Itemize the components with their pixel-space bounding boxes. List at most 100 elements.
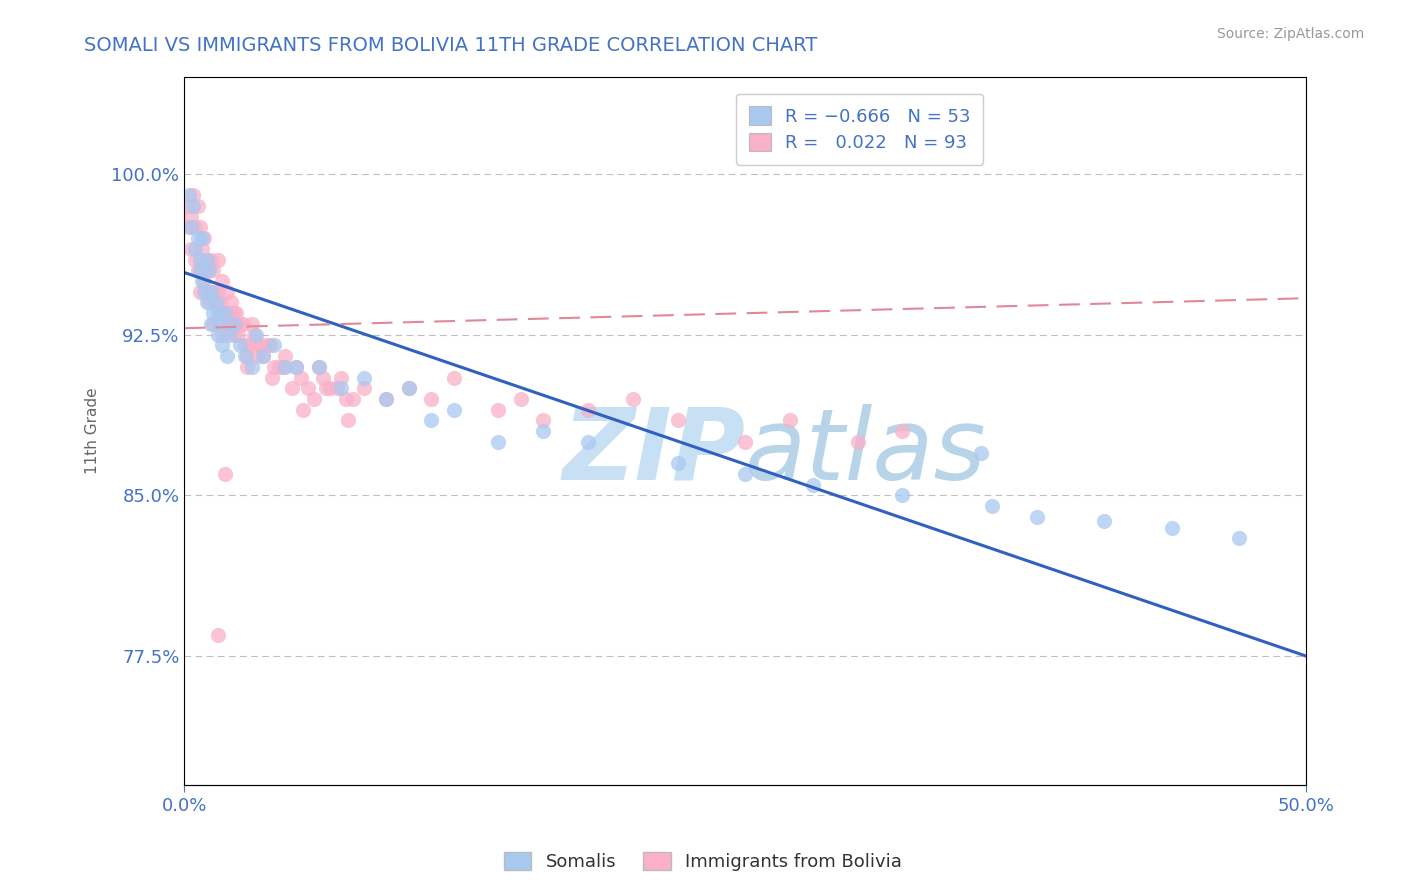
Point — [191, 274, 214, 288]
Point — [271, 359, 294, 374]
Point — [198, 263, 221, 277]
Point — [240, 359, 263, 374]
Point — [188, 285, 211, 299]
Point — [891, 424, 914, 438]
Point — [256, 338, 278, 352]
Point — [193, 285, 215, 299]
Point — [215, 349, 238, 363]
Point — [267, 359, 290, 374]
Point — [229, 338, 252, 352]
Point — [233, 338, 256, 352]
Point — [420, 413, 443, 427]
Point — [420, 392, 443, 406]
Point — [184, 242, 207, 256]
Point — [621, 392, 644, 406]
Point — [801, 477, 824, 491]
Point — [225, 317, 247, 331]
Point — [240, 317, 263, 331]
Point — [177, 220, 200, 235]
Point — [274, 359, 297, 374]
Point — [243, 327, 266, 342]
Point — [204, 295, 226, 310]
Point — [312, 370, 335, 384]
Point — [353, 381, 375, 395]
Point — [509, 392, 531, 406]
Point — [970, 445, 993, 459]
Point — [214, 306, 236, 320]
Point — [176, 199, 198, 213]
Point — [209, 306, 232, 320]
Legend: Somalis, Immigrants from Bolivia: Somalis, Immigrants from Bolivia — [496, 845, 910, 879]
Point — [1026, 509, 1049, 524]
Point — [215, 317, 238, 331]
Point — [252, 349, 274, 363]
Point — [290, 370, 312, 384]
Point — [195, 285, 218, 299]
Point — [263, 359, 285, 374]
Point — [225, 306, 247, 320]
Point — [232, 317, 254, 331]
Point — [187, 263, 209, 277]
Point — [488, 434, 510, 449]
Text: SOMALI VS IMMIGRANTS FROM BOLIVIA 11TH GRADE CORRELATION CHART: SOMALI VS IMMIGRANTS FROM BOLIVIA 11TH G… — [84, 36, 818, 54]
Point — [184, 252, 207, 267]
Point — [247, 349, 270, 363]
Point — [188, 263, 211, 277]
Point — [202, 317, 225, 331]
Point — [215, 285, 238, 299]
Point — [195, 295, 218, 310]
Point — [181, 199, 204, 213]
Point — [207, 285, 229, 299]
Point — [330, 370, 353, 384]
Text: atlas: atlas — [745, 404, 987, 500]
Point — [353, 370, 375, 384]
Point — [281, 381, 304, 395]
Point — [335, 392, 357, 406]
Point — [211, 327, 233, 342]
Point — [1227, 531, 1250, 545]
Point — [342, 392, 364, 406]
Point — [488, 402, 510, 417]
Point — [245, 338, 267, 352]
Point — [202, 285, 225, 299]
Point — [187, 231, 209, 245]
Point — [180, 242, 202, 256]
Point — [531, 413, 554, 427]
Point — [274, 349, 297, 363]
Point — [184, 220, 207, 235]
Point — [252, 349, 274, 363]
Point — [236, 359, 259, 374]
Point — [218, 327, 240, 342]
Point — [285, 359, 308, 374]
Point — [259, 338, 281, 352]
Point — [222, 306, 245, 320]
Point — [188, 220, 211, 235]
Text: ZIP: ZIP — [562, 404, 745, 500]
Point — [181, 188, 204, 202]
Point — [734, 467, 756, 481]
Point — [981, 499, 1004, 513]
Point — [204, 295, 226, 310]
Point — [263, 338, 285, 352]
Point — [209, 317, 232, 331]
Point — [326, 381, 349, 395]
Point — [285, 359, 308, 374]
Point — [375, 392, 398, 406]
Legend: R = −0.666   N = 53, R =   0.022   N = 93: R = −0.666 N = 53, R = 0.022 N = 93 — [737, 94, 983, 165]
Point — [666, 413, 689, 427]
Text: Source: ZipAtlas.com: Source: ZipAtlas.com — [1216, 27, 1364, 41]
Point — [1092, 514, 1115, 528]
Point — [238, 338, 260, 352]
Point — [214, 306, 236, 320]
Point — [191, 242, 214, 256]
Point — [531, 424, 554, 438]
Point — [195, 252, 218, 267]
Point — [779, 413, 801, 427]
Point — [443, 402, 465, 417]
Point — [180, 220, 202, 235]
Point — [249, 338, 271, 352]
Point — [207, 628, 229, 642]
Point — [443, 370, 465, 384]
Point — [260, 370, 283, 384]
Point — [221, 295, 243, 310]
